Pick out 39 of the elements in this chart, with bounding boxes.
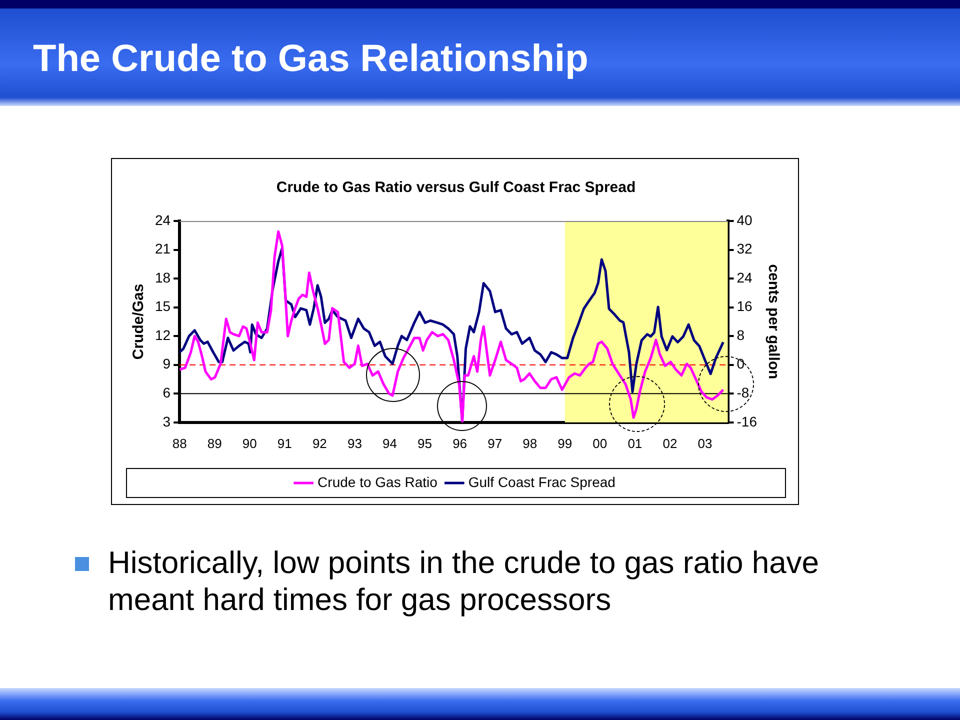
y2-tick-label: 32: [736, 240, 753, 257]
x-tick-label: 94: [382, 436, 397, 451]
x-tick-label: 90: [242, 436, 257, 451]
chart-subtitle: Crude to Gas Ratio versus Gulf Coast Frac Spread: [276, 179, 636, 196]
y2-tick-label: 40: [736, 212, 753, 228]
y-tick-label: 18: [154, 269, 171, 286]
x-tick-label: 01: [628, 436, 642, 451]
y-tick-label: 3: [162, 413, 171, 430]
y-axis-title: Crude/Gas: [130, 284, 148, 360]
y2-tick-label: 0: [736, 356, 745, 372]
x-tick-label: 92: [312, 436, 327, 451]
y2-tick-label: 24: [736, 269, 753, 286]
x-tick-label: 97: [488, 436, 502, 451]
x-tick-label: 91: [277, 436, 292, 451]
x-tick-label: 89: [207, 436, 222, 451]
x-tick-label: 03: [698, 436, 712, 451]
x-tick-label: 98: [522, 436, 538, 451]
y-tick-label: 12: [154, 326, 171, 343]
y-tick-label: 21: [154, 240, 171, 257]
x-tick-label: 02: [662, 436, 678, 451]
y-tick-label: 15: [154, 298, 171, 314]
x-tick-label: 96: [452, 436, 468, 451]
x-tick-label: 00: [592, 436, 608, 451]
y2-tick-label: -8: [736, 384, 750, 400]
x-tick-label: 95: [418, 436, 432, 451]
y2-tick-label: -16: [736, 413, 758, 430]
chart-title: The Crude to Gas Relationship: [33, 38, 588, 81]
x-tick-label: 88: [172, 436, 187, 451]
y2-axis-title: cents per gallon: [764, 264, 782, 380]
y-tick-label: 24: [154, 212, 171, 228]
x-tick-label: 99: [558, 436, 572, 451]
y-tick-label: 6: [162, 384, 171, 400]
y-tick-label: 9: [162, 356, 171, 372]
y2-tick-label: 16: [736, 298, 753, 314]
text: Historically, low points in the crude to gas ratio have meant hard times for gas processors: [108, 544, 820, 618]
y2-tick-label: 8: [736, 326, 745, 343]
legend-label: Gulf Coast Frac Spread: [468, 474, 616, 490]
legend-label: Crude to Gas Ratio: [318, 474, 438, 490]
x-tick-label: 93: [347, 436, 362, 451]
